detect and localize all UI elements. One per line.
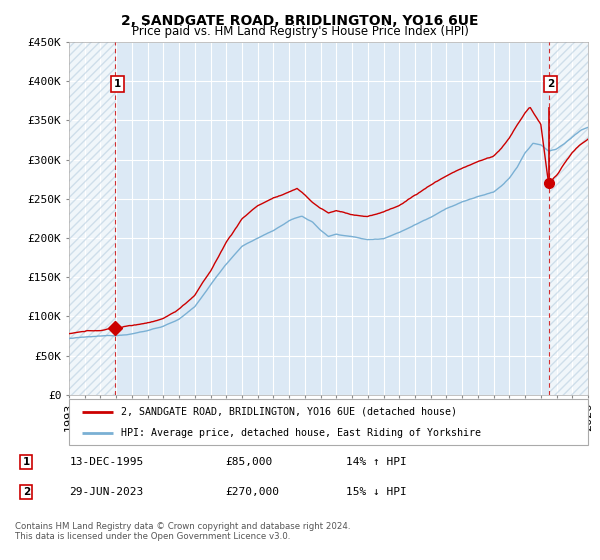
Text: 29-JUN-2023: 29-JUN-2023 [70, 487, 144, 497]
Text: 15% ↓ HPI: 15% ↓ HPI [346, 487, 407, 497]
FancyBboxPatch shape [69, 399, 588, 445]
Text: £270,000: £270,000 [225, 487, 279, 497]
Text: 1: 1 [114, 80, 121, 90]
Text: 2, SANDGATE ROAD, BRIDLINGTON, YO16 6UE: 2, SANDGATE ROAD, BRIDLINGTON, YO16 6UE [121, 14, 479, 28]
Text: 13-DEC-1995: 13-DEC-1995 [70, 457, 144, 467]
Text: 2: 2 [547, 80, 554, 90]
Text: Price paid vs. HM Land Registry's House Price Index (HPI): Price paid vs. HM Land Registry's House … [131, 25, 469, 38]
Text: HPI: Average price, detached house, East Riding of Yorkshire: HPI: Average price, detached house, East… [121, 428, 481, 438]
Text: Contains HM Land Registry data © Crown copyright and database right 2024.
This d: Contains HM Land Registry data © Crown c… [15, 522, 350, 542]
Text: 14% ↑ HPI: 14% ↑ HPI [346, 457, 407, 467]
Bar [69, 42, 115, 395]
Text: 2: 2 [23, 487, 30, 497]
Text: £85,000: £85,000 [225, 457, 272, 467]
Text: 1: 1 [23, 457, 30, 467]
Bar [548, 42, 588, 395]
Text: 2, SANDGATE ROAD, BRIDLINGTON, YO16 6UE (detached house): 2, SANDGATE ROAD, BRIDLINGTON, YO16 6UE … [121, 407, 457, 417]
